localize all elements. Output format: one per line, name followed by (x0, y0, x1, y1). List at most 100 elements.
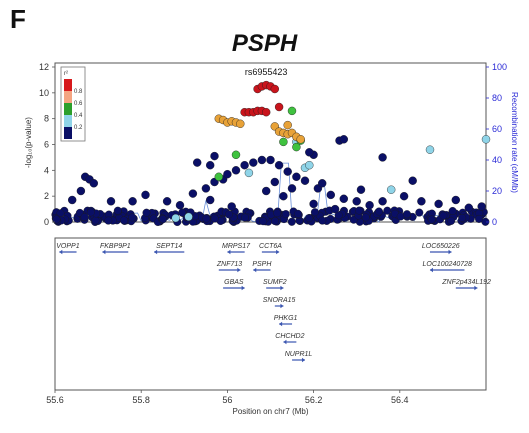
baseline-snp-point (415, 208, 424, 217)
snp-point-none (188, 189, 198, 198)
legend-swatch (64, 91, 72, 103)
baseline-snp-point (447, 216, 456, 225)
gene-direction-arrow (241, 285, 245, 291)
snp-point-none (227, 202, 236, 211)
y-tick-label: 4 (44, 165, 49, 175)
baseline-snp-point (271, 217, 280, 226)
y-tick-label: 2 (44, 191, 49, 201)
legend-swatch (64, 79, 72, 91)
snp-point-none (67, 195, 77, 205)
baseline-snp-point (458, 213, 467, 222)
gene-label: CHCHD2 (275, 333, 304, 340)
gene-direction-arrow (227, 249, 231, 255)
gene-label: VOPP1 (56, 243, 79, 250)
gene-direction-arrow (448, 249, 452, 255)
gene-label: ZNF2p434L192 (441, 279, 491, 286)
snp-point-none (141, 190, 150, 200)
snp-point-none (274, 160, 284, 170)
snp-point-none (175, 200, 185, 210)
snp-points (67, 80, 491, 223)
snp-point-high (296, 135, 305, 144)
snp-point-none (477, 202, 486, 211)
gene-direction-arrow (59, 249, 63, 255)
gene-direction-arrow (280, 285, 284, 291)
baseline-snp-point (202, 214, 211, 223)
baseline-snp-point (294, 209, 303, 218)
snp-point-low (244, 168, 254, 178)
ld-legend: r² 0.8 0.6 0.4 0.2 (60, 66, 86, 142)
y2-axis-ticks: 0 20 40 60 80 100 (486, 62, 507, 227)
baseline-snp-point (80, 213, 89, 222)
baseline-snp-point (240, 213, 249, 222)
snp-point-none (205, 160, 215, 170)
legend-label: 0.8 (74, 89, 83, 95)
snp-point-none (231, 166, 241, 175)
snp-point-mid (214, 172, 224, 182)
snp-point-mid (279, 137, 288, 147)
lead-snp-label: rs6955423 (245, 67, 288, 77)
legend-swatch (64, 127, 72, 139)
x-axis-label: Position on chr7 (Mb) (232, 407, 308, 416)
snp-point-none (292, 172, 301, 182)
gene-direction-arrow (474, 285, 478, 291)
gene-label: NUPR1L (285, 351, 313, 358)
snp-point-none (305, 148, 314, 157)
baseline-snp-point (52, 215, 61, 224)
x-tick-label: 56 (222, 395, 232, 405)
gene-direction-arrow (154, 249, 158, 255)
snp-point-none (399, 191, 409, 201)
baseline-snp-point (318, 216, 327, 225)
snp-point-none (309, 199, 318, 209)
snp-point-none (356, 185, 366, 194)
legend-label: 0.2 (74, 125, 83, 131)
snp-point-none (201, 184, 211, 193)
snp-point-mid (231, 150, 241, 160)
baseline-snp-cloud (51, 206, 490, 226)
baseline-snp-point (403, 210, 412, 219)
y-tick-label: 0 (44, 217, 49, 227)
gene-label: PSPH (252, 261, 272, 268)
baseline-snp-point (305, 214, 314, 223)
snp-point-none (283, 167, 292, 176)
y2-tick-label: 100 (492, 62, 507, 72)
legend-items: 0.8 0.6 0.4 0.2 (64, 79, 83, 139)
gene-panel-frame (54, 237, 487, 391)
snp-point-low (387, 185, 396, 194)
baseline-snp-point (210, 214, 219, 223)
snp-point-none (162, 197, 172, 206)
gene-tracks: VOPP1 FKBP9P1 SEPT14 MRPS17 CCT6A ZNF713 PSPH G… (56, 243, 491, 363)
snp-point-none (240, 160, 249, 170)
snp-point-none (434, 199, 443, 209)
y-axis-label: -log₁₀(p-value) (24, 117, 33, 168)
baseline-snp-point (475, 214, 484, 223)
gene-label: PHKG1 (274, 315, 298, 322)
baseline-snp-point (104, 216, 113, 225)
snp-point-none (300, 176, 310, 185)
snp-point-none (257, 155, 267, 165)
snp-point-low (305, 160, 314, 170)
y-tick-label: 10 (39, 88, 49, 98)
baseline-snp-point (427, 215, 436, 224)
y-axis-ticks: 0 2 4 6 8 10 12 (39, 62, 55, 227)
gene-label: ZNF713 (216, 261, 242, 268)
y-tick-label: 8 (44, 114, 49, 124)
snp-point-none (339, 194, 348, 204)
gene-label: SEPT14 (156, 243, 182, 250)
baseline-snp-point (142, 208, 151, 217)
baseline-snp-point (375, 207, 384, 216)
snp-point-none (89, 179, 99, 188)
gene-label: GBAS (224, 279, 244, 286)
baseline-snp-point (128, 213, 137, 222)
baseline-snp-point (158, 215, 167, 224)
snp-point-low (184, 212, 193, 222)
snp-point-none (128, 197, 137, 206)
baseline-snp-point (287, 217, 296, 226)
snp-point-none (106, 197, 116, 206)
snp-point-very-high (262, 107, 271, 117)
gene-direction-arrow (301, 357, 305, 363)
x-tick-label: 56.2 (305, 395, 323, 405)
baseline-snp-point (119, 216, 128, 225)
gene-panel: VOPP1 FKBP9P1 SEPT14 MRPS17 CCT6A ZNF713 PSPH G… (46, 237, 491, 416)
y2-tick-label: 40 (492, 155, 502, 165)
snp-point-none (326, 190, 335, 200)
